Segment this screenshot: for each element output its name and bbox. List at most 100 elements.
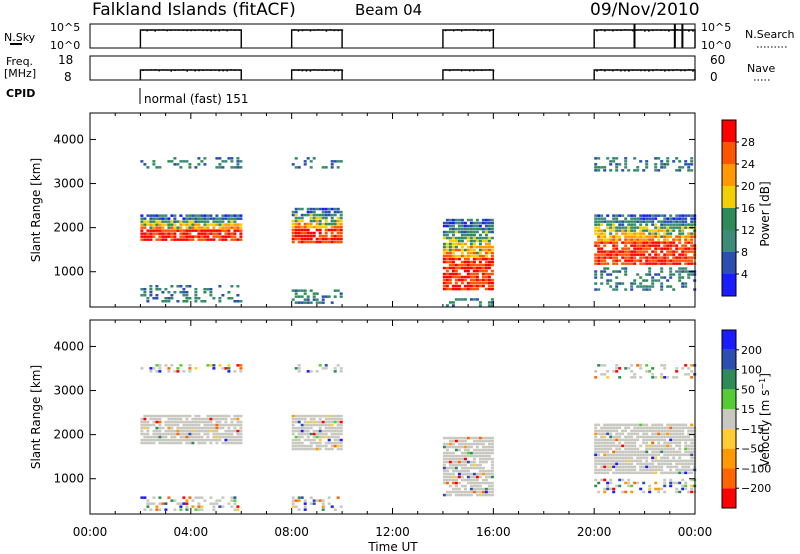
echo-cell [597, 438, 601, 442]
echo-cell [227, 297, 231, 300]
echo-cell [636, 226, 640, 229]
echo-cell [333, 219, 337, 223]
echo-cell [297, 429, 301, 433]
echo-cell [621, 282, 625, 285]
echo-cell [645, 160, 649, 163]
echo-cell [609, 429, 613, 433]
echo-cell [324, 420, 328, 424]
echo-cell [666, 432, 670, 436]
echo-cell [624, 256, 628, 259]
echo-cell [200, 426, 204, 430]
echo-cell [185, 229, 189, 232]
echo-cell [221, 417, 225, 421]
echo-cell [469, 272, 473, 276]
echo-cell [236, 432, 240, 436]
echo-cell [615, 163, 619, 166]
echo-cell [315, 213, 319, 217]
echo-cell [603, 456, 607, 460]
echo-cell [684, 160, 688, 163]
echo-cell [463, 493, 467, 497]
echo-cell [221, 166, 225, 169]
echo-cell [236, 223, 240, 226]
echo-cell [687, 214, 691, 217]
echo-cell [603, 471, 607, 475]
echo-cell [445, 224, 449, 228]
nsky-point [680, 29, 682, 31]
echo-cell [233, 429, 237, 433]
echo-cell [469, 472, 473, 476]
echo-cell [445, 442, 449, 446]
echo-cell [185, 226, 189, 229]
echo-cell [227, 220, 231, 223]
echo-cell [481, 281, 485, 285]
echo-cell [170, 229, 174, 232]
echo-cell [221, 235, 225, 238]
echo-cell [687, 426, 691, 430]
nsky-point [150, 29, 152, 31]
freq-point [444, 69, 447, 71]
echo-cell [327, 496, 331, 499]
echo-cell [687, 432, 691, 436]
echo-cell [472, 472, 476, 476]
echo-cell [146, 429, 150, 433]
echo-cell [651, 435, 655, 439]
echo-cell [179, 364, 183, 367]
echo-cell [164, 214, 168, 217]
echo-cell [681, 429, 685, 433]
echo-cell [312, 447, 316, 451]
echo-cell [143, 496, 147, 499]
echo-cell [666, 244, 670, 247]
echo-cell [318, 240, 322, 244]
echo-cell [315, 423, 319, 427]
echo-cell [454, 272, 458, 276]
echo-cell [466, 490, 470, 494]
nsky-point [612, 30, 614, 32]
echo-cell [333, 213, 337, 217]
echo-cell [182, 300, 186, 303]
echo-cell [291, 426, 295, 430]
nsearch-label: N.Search [745, 28, 795, 41]
echo-cell [660, 435, 664, 439]
echo-cell [475, 239, 479, 243]
echo-cell [164, 364, 168, 367]
echo-cell [224, 223, 228, 226]
echo-cell [487, 287, 491, 291]
echo-cell [457, 442, 461, 446]
echo-cell [672, 259, 676, 262]
echo-cell [484, 269, 488, 273]
echo-cell [657, 226, 661, 229]
freq-point [222, 70, 224, 72]
echo-cell [621, 456, 625, 460]
echo-cell [621, 423, 625, 427]
echo-cell [312, 438, 316, 442]
echo-cell [312, 429, 316, 433]
echo-cell [648, 370, 652, 373]
echo-cell [236, 417, 240, 421]
nsky-point [321, 29, 324, 31]
freq-point [174, 69, 176, 72]
echo-cell [218, 438, 222, 442]
echo-cell [624, 235, 628, 238]
echo-cell [221, 226, 225, 229]
echo-cell [490, 457, 494, 461]
nsky-period [290, 29, 343, 48]
echo-cell [448, 451, 452, 455]
echo-cell [675, 244, 679, 247]
echo-cell [324, 231, 328, 235]
echo-cell [297, 301, 301, 304]
echo-cell [615, 367, 619, 370]
echo-cell [642, 471, 646, 475]
echo-cell [176, 163, 180, 166]
freq-point [214, 69, 216, 71]
echo-cell [663, 166, 667, 169]
echo-cell [687, 373, 691, 376]
echo-cell [597, 490, 601, 494]
echo-cell [291, 496, 295, 499]
echo-cell [642, 217, 646, 220]
echo-cell [300, 225, 304, 229]
echo-cell [669, 247, 673, 250]
echo-cell [191, 229, 195, 232]
echo-cell [603, 462, 607, 466]
echo-cell [149, 367, 153, 370]
echo-cell [164, 288, 168, 291]
